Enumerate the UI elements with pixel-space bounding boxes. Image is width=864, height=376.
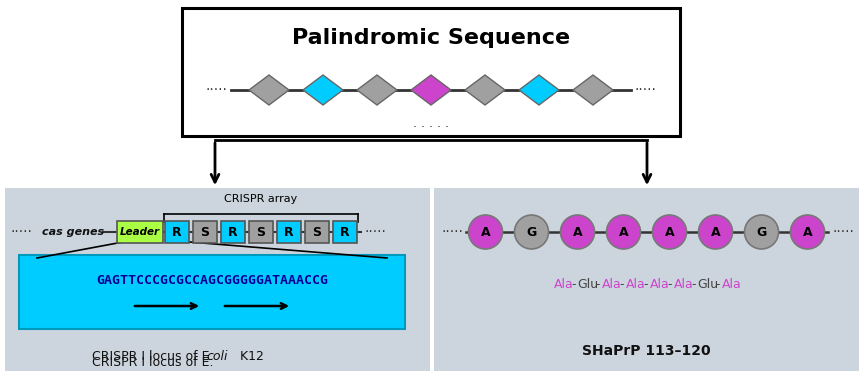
Polygon shape — [357, 75, 397, 105]
Circle shape — [514, 215, 549, 249]
Text: S: S — [257, 226, 265, 238]
FancyBboxPatch shape — [333, 221, 357, 243]
FancyBboxPatch shape — [5, 188, 430, 371]
Text: SHaPrP 113–120: SHaPrP 113–120 — [582, 344, 711, 358]
Text: -: - — [715, 279, 720, 291]
Text: G: G — [756, 226, 766, 238]
Text: Palindromic Sequence: Palindromic Sequence — [292, 28, 570, 48]
Circle shape — [791, 215, 824, 249]
FancyBboxPatch shape — [117, 221, 163, 243]
Text: A: A — [573, 226, 582, 238]
Text: ·····: ····· — [10, 225, 32, 239]
Text: Ala: Ala — [721, 279, 741, 291]
Circle shape — [607, 215, 640, 249]
FancyBboxPatch shape — [193, 221, 217, 243]
FancyBboxPatch shape — [305, 221, 329, 243]
Polygon shape — [519, 75, 559, 105]
Text: CRISPR I locus of E.: CRISPR I locus of E. — [92, 350, 218, 362]
Text: ·····: ····· — [833, 225, 854, 239]
Text: GAGTTCCCGCGCCAGCGGGGGATAAACCG: GAGTTCCCGCGCCAGCGGGGGATAAACCG — [96, 273, 328, 287]
Circle shape — [652, 215, 687, 249]
Text: A: A — [664, 226, 674, 238]
Text: · · · · ·: · · · · · — [413, 121, 449, 134]
FancyBboxPatch shape — [221, 221, 245, 243]
Text: A: A — [803, 226, 812, 238]
Polygon shape — [249, 75, 289, 105]
Text: A: A — [711, 226, 721, 238]
Text: -: - — [691, 279, 696, 291]
Text: coli: coli — [206, 350, 228, 362]
Text: ·····: ····· — [364, 225, 386, 239]
Text: CRISPR I locus of E.: CRISPR I locus of E. — [92, 356, 218, 370]
Text: -: - — [571, 279, 576, 291]
Text: K12: K12 — [236, 350, 264, 362]
Text: Ala: Ala — [554, 279, 573, 291]
Text: Ala: Ala — [650, 279, 670, 291]
Text: Leader: Leader — [120, 227, 160, 237]
Circle shape — [745, 215, 778, 249]
Polygon shape — [303, 75, 343, 105]
Text: S: S — [313, 226, 321, 238]
Text: -: - — [644, 279, 648, 291]
Polygon shape — [411, 75, 451, 105]
Text: ·····: ····· — [442, 225, 463, 239]
Text: R: R — [340, 226, 350, 238]
Text: -: - — [619, 279, 624, 291]
Circle shape — [468, 215, 503, 249]
Text: Glu: Glu — [577, 279, 599, 291]
Polygon shape — [465, 75, 505, 105]
Text: A: A — [619, 226, 628, 238]
Text: Ala: Ala — [674, 279, 693, 291]
FancyBboxPatch shape — [249, 221, 273, 243]
Circle shape — [698, 215, 733, 249]
Text: Ala: Ala — [626, 279, 645, 291]
Text: Glu: Glu — [697, 279, 719, 291]
Text: ·····: ····· — [635, 83, 657, 97]
Text: ·····: ····· — [205, 83, 227, 97]
Text: cas genes: cas genes — [42, 227, 105, 237]
Text: CRISPR array: CRISPR array — [225, 194, 297, 204]
Polygon shape — [573, 75, 613, 105]
Circle shape — [561, 215, 594, 249]
Text: A: A — [480, 226, 490, 238]
FancyBboxPatch shape — [19, 255, 405, 329]
Text: -: - — [668, 279, 672, 291]
Text: R: R — [284, 226, 294, 238]
Text: R: R — [228, 226, 238, 238]
Text: Ala: Ala — [601, 279, 621, 291]
Text: -: - — [595, 279, 600, 291]
Text: R: R — [172, 226, 181, 238]
Text: G: G — [526, 226, 537, 238]
FancyBboxPatch shape — [277, 221, 301, 243]
FancyBboxPatch shape — [434, 188, 859, 371]
Text: S: S — [200, 226, 209, 238]
FancyBboxPatch shape — [165, 221, 189, 243]
FancyBboxPatch shape — [182, 8, 680, 136]
